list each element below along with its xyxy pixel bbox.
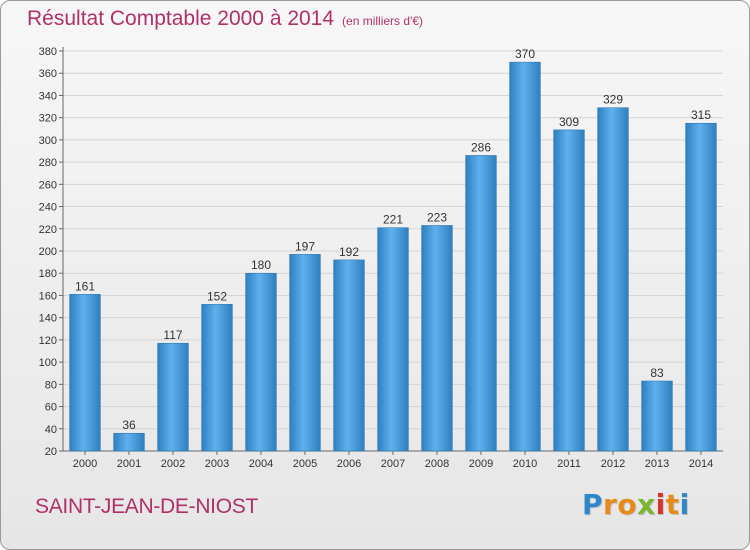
y-tick-label: 180: [39, 268, 57, 280]
x-tick-label: 2004: [249, 458, 273, 470]
y-tick-label: 60: [45, 402, 57, 414]
bar: [597, 107, 629, 452]
logo-letter: x: [637, 488, 656, 521]
x-tick-label: 2013: [645, 458, 669, 470]
x-tick-label: 2007: [381, 458, 405, 470]
bar-value-label: 221: [383, 213, 403, 227]
y-tick-label: 240: [39, 202, 57, 214]
bar-value-label: 315: [691, 108, 711, 122]
proxiti-logo: Proxiti: [582, 488, 690, 521]
bar: [465, 155, 497, 452]
y-tick-label: 80: [45, 379, 57, 391]
x-axis: 2000 2001 2002 2003 2004 2005 2006 2007 2008 2009…: [73, 451, 713, 470]
commune-name: SAINT-JEAN-DE-NIOST: [35, 495, 258, 518]
y-tick-label: 300: [39, 135, 57, 147]
x-tick-label: 2014: [689, 458, 713, 470]
logo-letter: P: [582, 488, 604, 521]
x-tick-label: 2000: [73, 458, 97, 470]
y-tick-label: 360: [39, 68, 57, 80]
bar: [201, 304, 233, 452]
logo-letter: i: [679, 488, 690, 521]
y-tick-label: 40: [45, 424, 57, 436]
logo-letter: t: [665, 488, 680, 521]
bar: [157, 342, 189, 452]
bar: [509, 61, 541, 452]
logo-letter: r: [603, 488, 618, 521]
y-tick-label: 140: [39, 313, 57, 325]
x-tick-label: 2002: [161, 458, 185, 470]
logo-letter: o: [617, 488, 638, 521]
bar-value-label: 180: [251, 258, 271, 272]
bar: [245, 272, 277, 452]
y-tick-label: 120: [39, 335, 57, 347]
bar-value-label: 286: [471, 140, 491, 154]
x-tick-label: 2003: [205, 458, 229, 470]
y-tick-label: 280: [39, 157, 57, 169]
x-tick-label: 2012: [601, 458, 625, 470]
bar: [377, 227, 409, 452]
x-tick-label: 2010: [513, 458, 537, 470]
y-tick-label: 100: [39, 357, 57, 369]
logo-letter: i: [655, 488, 666, 521]
bar: [333, 259, 365, 452]
bars: 161 36 117 152 180 197 192 221 223 286 370 309 329 83…: [69, 47, 717, 452]
bar-value-label: 161: [75, 279, 95, 293]
bar-value-label: 197: [295, 239, 315, 253]
bar: [685, 122, 717, 452]
y-tick-label: 380: [39, 46, 57, 58]
chart-title: Résultat Comptable 2000 à 2014 (en millie…: [27, 7, 423, 31]
x-tick-label: 2001: [117, 458, 141, 470]
bar: [641, 380, 673, 452]
y-tick-label: 20: [45, 446, 57, 458]
bar-value-label: 309: [559, 115, 579, 129]
x-tick-label: 2009: [469, 458, 493, 470]
y-tick-label: 200: [39, 246, 57, 258]
bar: [113, 432, 145, 452]
bar-value-label: 329: [603, 93, 623, 107]
y-tick-label: 340: [39, 90, 57, 102]
bar: [553, 129, 585, 452]
x-tick-label: 2006: [337, 458, 361, 470]
x-tick-label: 2005: [293, 458, 317, 470]
bar-value-label: 152: [207, 289, 227, 303]
bar-value-label: 36: [122, 418, 136, 432]
bar-value-label: 370: [515, 47, 535, 61]
bar: [289, 254, 321, 452]
bar: [69, 294, 101, 452]
y-tick-label: 160: [39, 290, 57, 302]
x-tick-label: 2008: [425, 458, 449, 470]
x-tick-label: 2011: [557, 458, 581, 470]
bar-value-label: 223: [427, 210, 447, 224]
bar: [421, 225, 453, 452]
bar-value-label: 192: [339, 245, 359, 259]
bar-value-label: 83: [650, 366, 664, 380]
y-tick-label: 320: [39, 113, 57, 125]
chart-subtitle: (en milliers d'€): [342, 14, 424, 28]
bar-value-label: 117: [163, 328, 182, 342]
y-tick-label: 260: [39, 179, 57, 191]
y-tick-label: 220: [39, 224, 57, 236]
chart-title-text: Résultat Comptable 2000 à 2014: [27, 7, 335, 30]
